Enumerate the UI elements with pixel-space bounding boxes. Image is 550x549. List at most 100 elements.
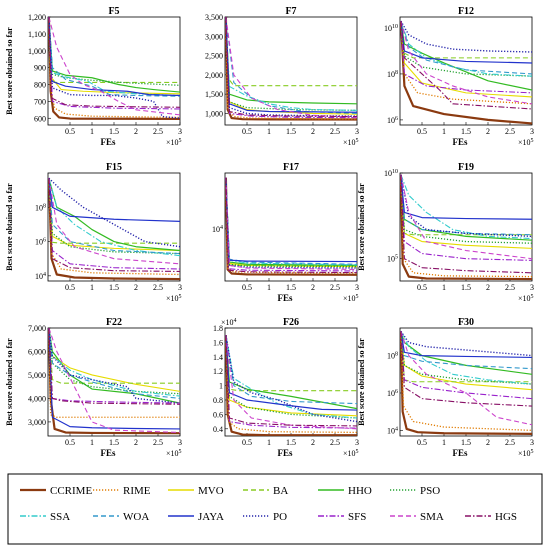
series-line-rime-f7 — [225, 17, 357, 120]
legend-entry-sfs: SFS — [318, 511, 366, 523]
series-line-mvo-f30 — [400, 331, 532, 391]
x-axis-label-f22: FEs — [100, 448, 116, 458]
y-tick-label: 106 — [35, 238, 46, 247]
x-tick-label: 1 — [267, 127, 271, 136]
x-tick-label: 1.5 — [286, 438, 296, 447]
y-tick-label: 2,500 — [205, 52, 223, 61]
x-tick-label: 1.5 — [461, 283, 471, 292]
series-line-po-f22 — [48, 328, 180, 404]
y-tick-label: 1,200 — [28, 13, 46, 22]
x-tick-label: 2 — [311, 283, 315, 292]
series-line-ssa-f17 — [225, 177, 357, 266]
y-tick-label: 1010 — [384, 169, 398, 178]
x-tick-label: 2.5 — [505, 127, 515, 136]
panel-title-f12: F12 — [458, 6, 474, 17]
x-tick-label: 2 — [311, 438, 315, 447]
y-tick-label: 1,100 — [28, 30, 46, 39]
legend-entry-ccrime: CCRIME — [20, 485, 92, 497]
x-tick-label: 1.5 — [109, 438, 119, 447]
plot-area-f19 — [399, 172, 533, 282]
series-line-po-f30 — [400, 330, 532, 357]
panel-title-f17: F17 — [283, 162, 299, 173]
y-tick-label: 1.4 — [213, 353, 223, 362]
x-axis-label-f30: FEs — [452, 448, 468, 458]
y-tick-label: 1,000 — [28, 47, 46, 56]
series-line-hgs-f5 — [48, 17, 180, 108]
x-tick-label: 3 — [178, 127, 182, 136]
series-line-hho-f12 — [400, 20, 532, 91]
y-tick-label: 3,500 — [205, 13, 223, 22]
y-tick-label: 6,000 — [28, 347, 46, 356]
series-group-f5 — [48, 17, 180, 121]
x-tick-label: 3 — [355, 127, 359, 136]
y-tick-label: 700 — [34, 97, 46, 106]
series-line-po-f7 — [225, 17, 357, 117]
x-tick-label: 2 — [134, 438, 138, 447]
x-tick-label: 1 — [442, 438, 446, 447]
panel-f15: F15 0.5 1 1.5 2 2.5 3 ×105 104 106 108 Best score o… — [5, 162, 182, 303]
legend-entry-ssa: SSA — [20, 511, 70, 523]
series-line-sfs-f19 — [400, 174, 532, 261]
x-tick-label: 2.5 — [330, 283, 340, 292]
x-tick-label: 1 — [442, 127, 446, 136]
y-axis-label-f22: Best score obtained so far — [5, 338, 14, 426]
series-group-f30 — [400, 330, 532, 435]
y-tick-label: 800 — [34, 81, 46, 90]
x-tick-label: 1.5 — [461, 127, 471, 136]
series-line-pso-f26 — [225, 335, 357, 419]
y-tick-label: 0.4 — [213, 425, 223, 434]
series-line-po-f26 — [225, 335, 357, 423]
legend-entry-pso: PSO — [390, 485, 440, 497]
series-line-ssa-f19 — [400, 174, 532, 240]
series-line-sma-f22 — [48, 328, 180, 434]
series-line-jaya-f30 — [400, 331, 532, 359]
x-tick-label: 3 — [178, 283, 182, 292]
series-line-rime-f15 — [48, 178, 180, 276]
y-tick-label: 108 — [35, 203, 46, 212]
x-exponent-f19: ×105 — [518, 294, 534, 303]
y-exponent-f26: ×104 — [221, 318, 237, 327]
y-tick-label: 106 — [387, 116, 398, 125]
y-tick-label: 1.2 — [213, 367, 223, 376]
x-tick-label: 0.5 — [65, 438, 75, 447]
x-exponent-f30: ×105 — [518, 449, 534, 458]
y-tick-label: 5,000 — [28, 371, 46, 380]
series-group-f19 — [400, 174, 532, 281]
y-tick-label: 900 — [34, 64, 46, 73]
legend-label-po: PO — [273, 511, 287, 523]
panel-title-f5: F5 — [108, 6, 119, 17]
series-line-sfs-f17 — [225, 177, 357, 272]
panel-title-f30: F30 — [458, 317, 474, 328]
y-axis-label-f19: Best score obtained so far — [357, 183, 366, 271]
x-exponent-f26: ×105 — [343, 449, 359, 458]
series-line-sma-f19 — [400, 174, 532, 260]
legend: CCRIME RIME MVO BA HHO PSO SSA WOA JAYA PO SFS SMA H… — [7, 473, 543, 545]
x-tick-label: 0.5 — [65, 283, 75, 292]
panels: F5 0.5 1 1.5 2 2.5 3 ×105 FEs 600 700 800 900 1,000 1,… — [5, 6, 534, 458]
y-tick-label: 1.6 — [213, 338, 223, 347]
series-line-ccrime-f12 — [400, 20, 532, 125]
x-exponent-f22: ×105 — [166, 449, 182, 458]
panel-title-f15: F15 — [106, 162, 122, 173]
x-tick-label: 1 — [442, 283, 446, 292]
series-line-sma-f5 — [48, 17, 180, 116]
legend-label-hgs: HGS — [495, 511, 517, 523]
y-tick-label: 3,000 — [205, 32, 223, 41]
y-tick-label: 104 — [212, 225, 223, 234]
legend-entry-hho: HHO — [318, 485, 372, 497]
series-group-f17 — [225, 177, 357, 276]
x-tick-label: 2.5 — [330, 438, 340, 447]
x-tick-label: 2 — [311, 127, 315, 136]
series-line-hgs-f17 — [225, 177, 357, 274]
x-tick-label: 2 — [486, 283, 490, 292]
series-line-rime-f12 — [400, 21, 532, 105]
y-axis-label-f30: Best score obtained so far — [357, 338, 366, 426]
legend-entry-sma: SMA — [390, 511, 444, 523]
y-tick-label: 7,000 — [28, 324, 46, 333]
legend-label-mvo: MVO — [198, 485, 224, 497]
x-tick-label: 2 — [134, 283, 138, 292]
x-tick-label: 0.5 — [417, 283, 427, 292]
panel-f19: F19 0.5 1 1.5 2 2.5 3 ×105 105 1010 Best score obt… — [357, 162, 534, 303]
y-tick-label: 1 — [219, 382, 223, 391]
y-tick-label: 1.8 — [213, 324, 223, 333]
